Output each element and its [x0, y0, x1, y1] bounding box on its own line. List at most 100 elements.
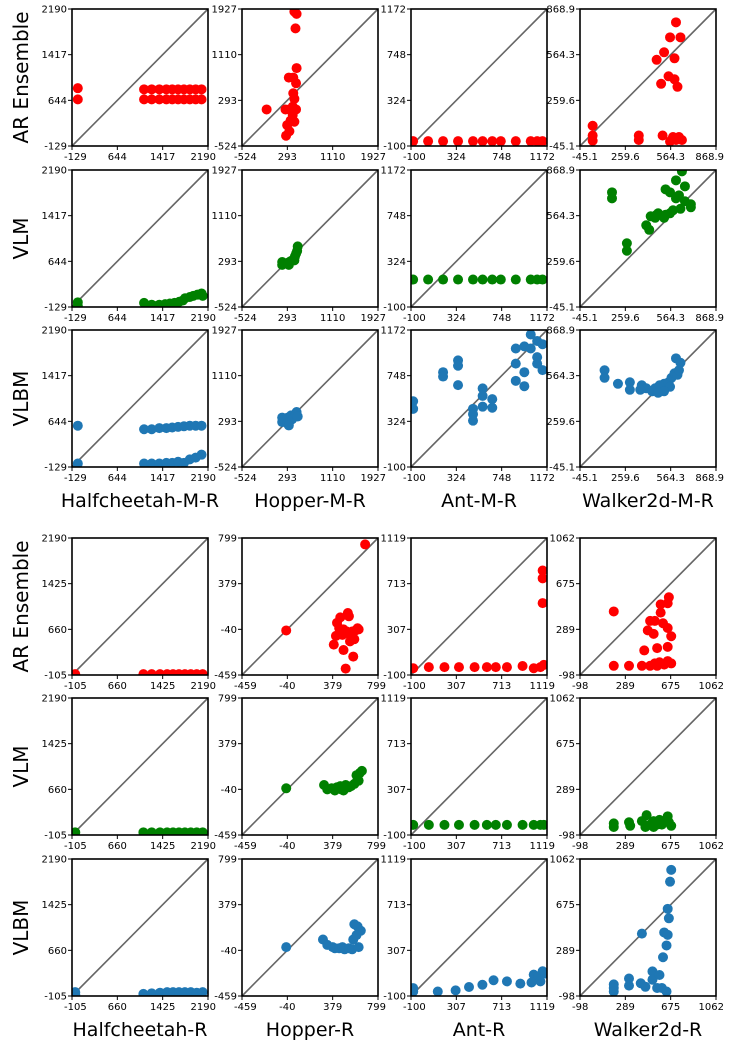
data-point [607, 193, 618, 204]
column-label: Walker2d-R [594, 1019, 703, 1040]
y-tick-label: -100 [383, 303, 406, 314]
y-tick-label: -100 [383, 831, 406, 842]
diagonal-line [241, 169, 379, 308]
data-point [289, 93, 300, 104]
data-point [676, 170, 687, 177]
y-tick-label: 379 [218, 900, 237, 911]
data-point [639, 645, 650, 656]
data-point [495, 136, 506, 146]
x-tick-label: 564.3 [656, 313, 685, 324]
x-tick-label: 2190 [191, 152, 216, 163]
y-tick-label: -40 [221, 625, 237, 636]
x-tick-label: -524 [234, 473, 257, 484]
x-tick-label: 1417 [150, 473, 175, 484]
data-point [510, 274, 521, 285]
data-point [652, 643, 663, 654]
x-tick-label: -105 [64, 681, 87, 692]
diagonal-line [579, 8, 717, 147]
x-tick-label: 1417 [150, 152, 175, 163]
data-point [659, 212, 670, 223]
data-point [72, 669, 81, 675]
y-tick-label: -524 [214, 303, 237, 314]
data-point [624, 384, 635, 395]
x-tick-label: 324 [447, 313, 466, 324]
x-tick-label: 259.6 [611, 473, 640, 484]
data-point [453, 136, 464, 146]
x-tick-label: -98 [572, 681, 588, 692]
diagonal-line [579, 329, 717, 468]
data-point [663, 913, 674, 924]
panel-hopper-m-r-vlbm: -524-524 293 293 1110 1110 1927 1927 Hopper-M-R [212, 326, 386, 513]
data-point [146, 458, 157, 467]
row-label: VLM [9, 217, 33, 259]
data-point [612, 378, 623, 389]
x-tick-label: -40 [279, 681, 295, 692]
axes-frame [241, 537, 379, 676]
panel-halfcheetah-r-ar-ensemble: -105-105 660 660 1425 1425 2190 2190 [42, 534, 216, 693]
data-point [281, 783, 292, 794]
y-tick-label: 379 [218, 739, 237, 750]
axes-frame [410, 697, 548, 836]
data-point [196, 84, 207, 95]
data-point [670, 353, 681, 364]
data-point [154, 94, 165, 105]
x-tick-label: 713 [492, 841, 511, 852]
data-point [411, 663, 419, 674]
data-point [487, 394, 498, 405]
row-label: VLBM [9, 900, 33, 956]
axes-frame [579, 858, 717, 997]
x-tick-label: 289 [616, 841, 635, 852]
panel-ant-m-r-ar-ensemble: -100-100 324 324 748 748 1172 1172 [381, 5, 555, 164]
y-tick-label: 2190 [42, 326, 67, 337]
diagonal-line [71, 169, 209, 308]
y-tick-label: 307 [387, 946, 406, 957]
data-point [477, 401, 488, 412]
diagonal-line [71, 329, 209, 468]
y-tick-label: -129 [44, 463, 67, 474]
data-point [537, 136, 547, 146]
y-tick-label: 1172 [381, 326, 406, 337]
x-tick-label: 660 [108, 841, 127, 852]
y-tick-label: 660 [48, 946, 67, 957]
y-tick-label: -105 [44, 671, 67, 682]
data-point [72, 458, 83, 467]
x-tick-label: 1927 [361, 152, 386, 163]
data-point [72, 83, 83, 94]
data-point [423, 662, 434, 673]
data-point [281, 942, 292, 953]
x-tick-label: 868.9 [695, 473, 724, 484]
data-point [468, 136, 479, 146]
data-point [261, 104, 272, 115]
y-tick-label: 324 [387, 257, 406, 268]
data-point [608, 821, 619, 832]
data-point [621, 245, 632, 256]
y-tick-label: -100 [383, 142, 406, 153]
data-point [291, 78, 302, 89]
x-tick-label: -524 [234, 152, 257, 163]
data-point [353, 942, 364, 953]
data-point [535, 976, 546, 987]
panel-ant-r-vlbm: -100-100 307 307 713 713 1119 1119 Ant-R [381, 855, 555, 1040]
data-point [644, 224, 655, 235]
y-tick-label: -100 [383, 463, 406, 474]
data-point [673, 365, 684, 376]
y-tick-label: 2190 [42, 855, 67, 866]
x-tick-label: 675 [661, 681, 680, 692]
data-point [650, 212, 661, 223]
data-point [423, 274, 434, 285]
y-tick-label: 799 [218, 534, 237, 545]
data-point [538, 659, 547, 670]
y-tick-label: 379 [218, 579, 237, 590]
diagonal-line [410, 537, 548, 676]
column-label: Ant-R [453, 1019, 506, 1040]
data-point [289, 255, 300, 266]
y-tick-label: 713 [387, 739, 406, 750]
data-point [197, 987, 208, 996]
diagonal-line [241, 329, 379, 468]
x-tick-label: 564.3 [656, 152, 685, 163]
data-point [670, 17, 681, 28]
axes-frame [71, 169, 209, 308]
data-point [411, 274, 419, 285]
y-tick-label: 1110 [212, 50, 237, 61]
